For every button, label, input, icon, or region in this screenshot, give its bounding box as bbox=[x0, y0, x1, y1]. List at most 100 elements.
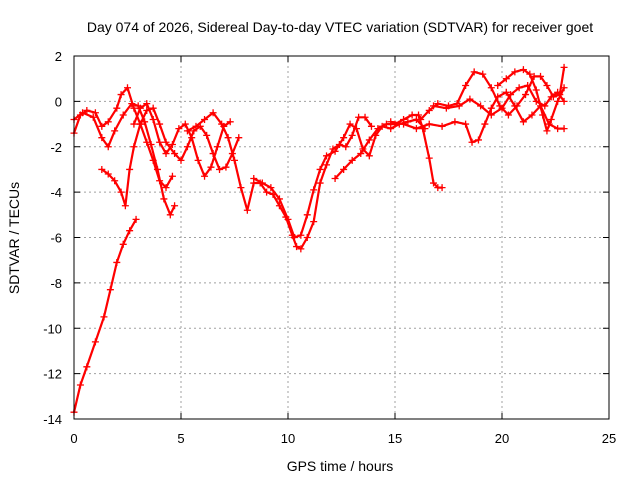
data-point bbox=[194, 156, 202, 164]
data-point bbox=[89, 113, 97, 121]
data-point bbox=[451, 118, 459, 126]
data-point bbox=[303, 211, 311, 219]
data-point bbox=[119, 240, 127, 248]
y-tick-label: -12 bbox=[43, 367, 62, 382]
y-tick-label: 2 bbox=[55, 49, 62, 64]
data-point bbox=[297, 245, 305, 253]
data-point bbox=[560, 97, 568, 105]
data-point bbox=[474, 136, 482, 144]
data-point bbox=[430, 179, 438, 187]
data-point bbox=[494, 81, 502, 89]
data-point bbox=[519, 66, 527, 74]
data-point bbox=[462, 81, 470, 89]
data-point bbox=[303, 234, 311, 241]
series-sat-j bbox=[417, 63, 568, 124]
data-point bbox=[502, 75, 510, 83]
data-point bbox=[91, 109, 99, 117]
data-point bbox=[275, 195, 283, 203]
data-point bbox=[382, 120, 390, 128]
data-point bbox=[438, 122, 446, 130]
data-point bbox=[76, 381, 84, 389]
x-tick-label: 0 bbox=[70, 431, 77, 446]
data-point bbox=[111, 127, 119, 135]
data-point bbox=[367, 122, 375, 130]
data-point bbox=[547, 93, 555, 101]
series-line bbox=[72, 86, 174, 189]
data-point bbox=[425, 106, 433, 114]
data-point bbox=[162, 150, 170, 158]
series-sat-h bbox=[331, 111, 446, 192]
x-tick-label: 15 bbox=[388, 431, 402, 446]
data-point bbox=[113, 104, 121, 112]
data-series bbox=[70, 63, 568, 416]
data-point bbox=[560, 125, 568, 133]
data-point bbox=[504, 111, 512, 119]
data-point bbox=[513, 102, 521, 110]
data-point bbox=[515, 84, 523, 92]
data-point bbox=[83, 363, 91, 371]
data-point bbox=[213, 143, 221, 151]
data-point bbox=[442, 104, 450, 112]
y-tick-label: -2 bbox=[50, 140, 62, 155]
data-point bbox=[235, 134, 243, 142]
data-point bbox=[222, 163, 230, 171]
data-point bbox=[466, 95, 474, 103]
data-point bbox=[387, 125, 395, 133]
series-line bbox=[132, 102, 232, 178]
data-point bbox=[400, 120, 408, 128]
data-point bbox=[104, 170, 112, 178]
data-point bbox=[297, 231, 305, 239]
data-point bbox=[113, 258, 121, 266]
data-point bbox=[316, 165, 324, 173]
chart-title: Day 074 of 2026, Sidereal Day-to-day VTE… bbox=[87, 19, 593, 35]
ticks: 0 5 10 15 20 25 -14 -12 -10 -8 -6 -4 -2 0 2 bbox=[43, 49, 616, 446]
data-point bbox=[207, 163, 215, 171]
y-axis-label: SDTVAR / TECUs bbox=[6, 182, 22, 294]
data-point bbox=[479, 70, 487, 78]
data-point bbox=[477, 102, 485, 110]
data-point bbox=[156, 138, 164, 146]
data-point bbox=[511, 68, 519, 76]
data-point bbox=[543, 81, 551, 89]
data-point bbox=[554, 125, 562, 133]
data-point bbox=[91, 338, 99, 346]
data-point bbox=[100, 313, 108, 321]
data-point bbox=[528, 111, 536, 119]
data-point bbox=[147, 140, 155, 148]
data-point bbox=[417, 116, 425, 124]
data-point bbox=[168, 172, 176, 180]
data-point bbox=[340, 165, 348, 173]
data-point bbox=[130, 104, 138, 112]
series-line bbox=[252, 118, 427, 239]
y-tick-label: 0 bbox=[55, 94, 62, 109]
data-point bbox=[126, 227, 134, 235]
data-point bbox=[156, 120, 164, 128]
data-point bbox=[177, 156, 185, 164]
data-point bbox=[162, 184, 170, 192]
data-point bbox=[342, 143, 350, 151]
data-point bbox=[560, 63, 568, 71]
y-tick-label: -10 bbox=[43, 321, 62, 336]
data-point bbox=[455, 102, 463, 110]
data-point bbox=[481, 120, 489, 128]
data-point bbox=[412, 125, 420, 133]
data-point bbox=[361, 113, 369, 121]
data-point bbox=[183, 143, 191, 151]
data-point bbox=[136, 120, 144, 128]
data-point bbox=[263, 188, 271, 196]
data-point bbox=[470, 68, 478, 76]
data-point bbox=[526, 70, 534, 78]
y-tick-label: -4 bbox=[50, 185, 62, 200]
data-point bbox=[130, 143, 138, 151]
data-point bbox=[365, 136, 373, 144]
series-sat-g bbox=[250, 116, 429, 241]
data-point bbox=[79, 109, 87, 117]
data-point bbox=[258, 179, 266, 187]
data-point bbox=[98, 165, 106, 173]
data-point bbox=[192, 122, 200, 130]
data-point bbox=[98, 122, 106, 130]
data-point bbox=[547, 116, 555, 124]
data-point bbox=[532, 86, 540, 94]
